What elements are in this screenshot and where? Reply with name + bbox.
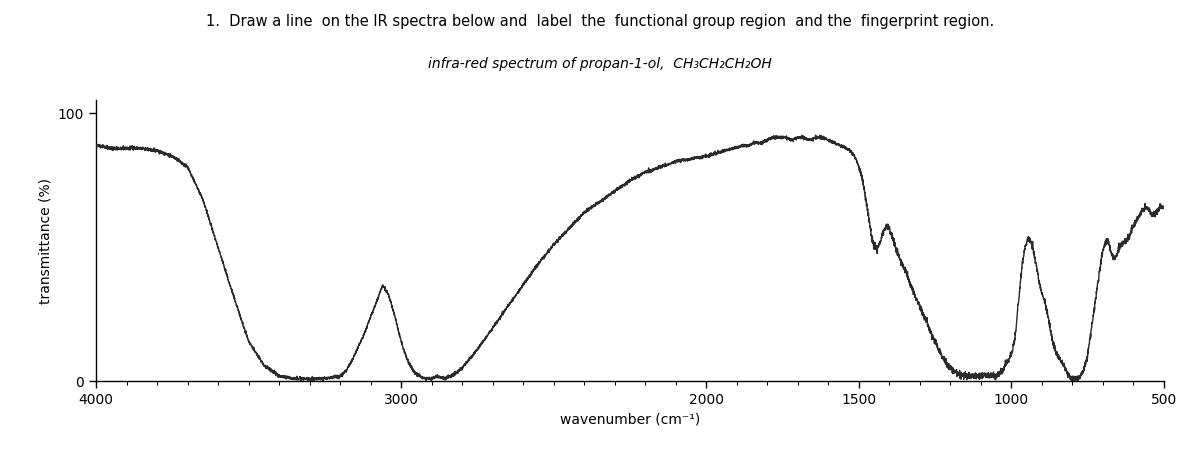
Text: 1.  Draw a line  on the IR spectra below and  label  the  functional group regio: 1. Draw a line on the IR spectra below a… [206,14,994,29]
X-axis label: wavenumber (cm⁻¹): wavenumber (cm⁻¹) [560,413,700,427]
Text: infra-red spectrum of propan-1-ol,  CH₃CH₂CH₂OH: infra-red spectrum of propan-1-ol, CH₃CH… [428,57,772,71]
Y-axis label: transmittance (%): transmittance (%) [38,178,53,304]
